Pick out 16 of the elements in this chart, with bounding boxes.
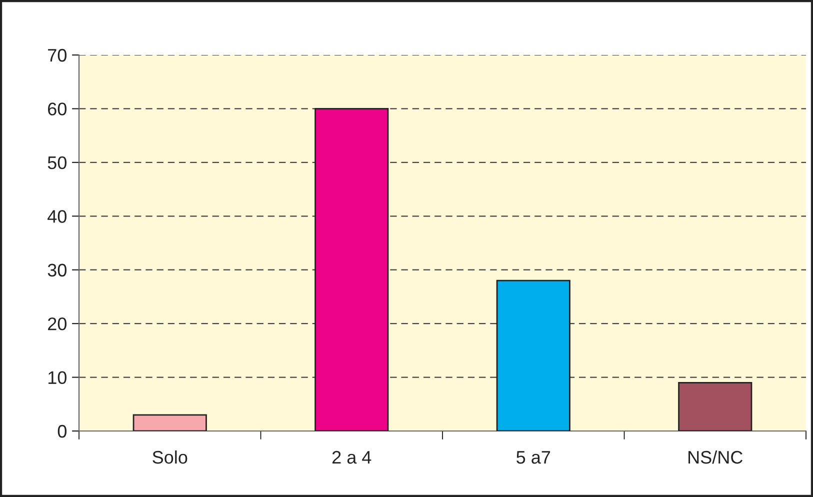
bar [678,382,752,431]
y-tick-label: 30 [48,264,66,277]
x-tick-label: 2 a 4 [332,450,372,464]
y-tick-label: 20 [48,318,66,330]
x-tick-label: 5 a7 [516,451,550,464]
bar [496,280,570,431]
x-tick-label: NS/NC [688,450,743,464]
y-tick-label: 50 [48,156,66,170]
y-tick-label: 60 [48,102,66,116]
bar [314,108,389,431]
y-tick-label: 40 [48,210,66,223]
y-tick-label: 70 [48,48,66,62]
x-tick-label: Solo [152,450,188,464]
y-tick-label: 10 [48,371,66,384]
y-tick-label: 0 [58,424,66,438]
bar [132,414,207,431]
